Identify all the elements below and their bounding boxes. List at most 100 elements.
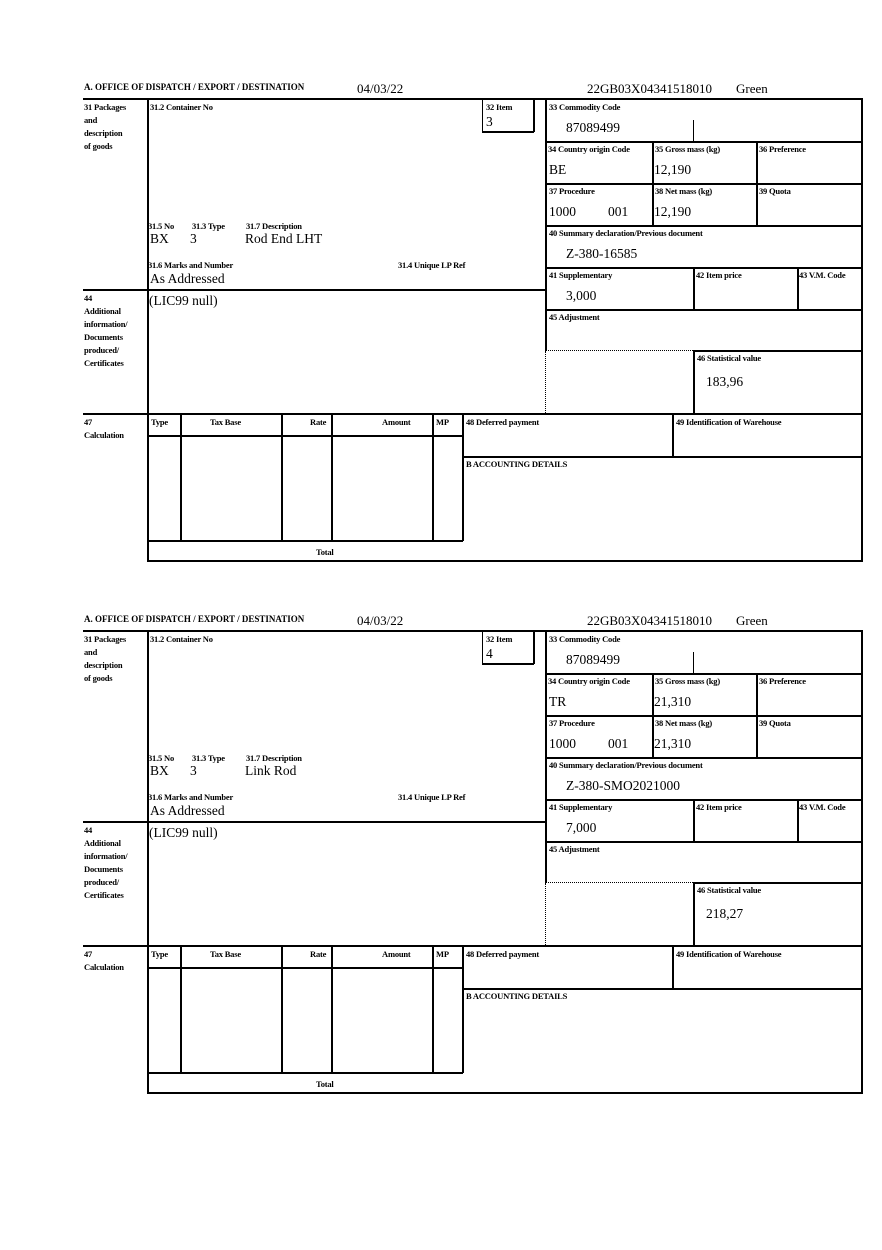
calc-column-header: Amount: [382, 949, 411, 959]
no-label: 31.5 No: [148, 753, 174, 763]
item-price-label: 42 Item price: [696, 270, 742, 280]
calc-column-header: Amount: [382, 417, 411, 427]
form-rule: [545, 267, 862, 269]
type-value: 3: [190, 231, 197, 246]
status-value: Green: [736, 613, 768, 628]
statistical-value-label: 46 Statistical value: [697, 353, 761, 363]
form-rule: [672, 413, 674, 456]
supplementary-label: 41 Supplementary: [549, 802, 613, 812]
form-rule: [545, 799, 862, 801]
form-rule: [83, 821, 546, 823]
country-origin-value: TR: [549, 694, 567, 709]
form-rule: [83, 98, 863, 100]
form-rule: [147, 435, 463, 437]
marks-label: 31.6 Marks and Number: [148, 260, 234, 270]
statistical-value-value: 183,96: [706, 374, 744, 389]
form-rule: [693, 120, 694, 141]
additional-info-label: Certificates: [84, 358, 124, 368]
form-rule: [482, 630, 483, 663]
form-rule: [545, 757, 862, 759]
form-rule: [693, 350, 695, 413]
unique-ref-label: 31.4 Unique LP Ref: [398, 260, 466, 270]
packages-label: of goods: [84, 141, 113, 151]
item-value: 4: [486, 646, 493, 661]
commodity-code-label: 33 Commodity Code: [549, 102, 621, 112]
form-rule: [672, 945, 674, 988]
form-rule: [693, 799, 695, 841]
form-rule: [147, 967, 463, 969]
form-rule: [462, 945, 464, 1073]
preference-label: 36 Preference: [759, 144, 806, 154]
item-label: 32 Item: [486, 102, 513, 112]
form-rule: [180, 945, 182, 1072]
form-rule: [797, 799, 799, 841]
form-rule: [652, 673, 654, 757]
procedure-value: 1000: [549, 736, 576, 751]
form-rule: [281, 413, 283, 540]
office-label: A. OFFICE OF DISPATCH / EXPORT / DESTINA…: [84, 82, 305, 92]
form-rule: [545, 630, 547, 883]
type-value: 3: [190, 763, 197, 778]
gross-mass-label: 35 Gross mass (kg): [655, 144, 720, 154]
net-mass-label: 38 Net mass (kg): [655, 186, 713, 196]
no-value: BX: [150, 231, 169, 246]
form-rule: [861, 630, 863, 1094]
deferred-payment-label: 48 Deferred payment: [466, 417, 539, 427]
marks-value: As Addressed: [150, 803, 225, 818]
summary-decl-value: Z-380-16585: [566, 246, 638, 261]
calc-column-header: Rate: [310, 417, 327, 427]
country-origin-label: 34 Country origin Code: [548, 144, 630, 154]
marks-label: 31.6 Marks and Number: [148, 792, 234, 802]
form-rule: [545, 141, 862, 143]
additional-info-value: (LIC99 null): [149, 825, 218, 840]
form-rule: [533, 98, 535, 132]
form-rule: [462, 988, 862, 990]
net-mass-label: 38 Net mass (kg): [655, 718, 713, 728]
packages-label: and: [84, 115, 98, 125]
form-rule: [545, 673, 862, 675]
form-rule: [693, 882, 695, 945]
additional-info-label: produced/: [84, 877, 119, 887]
net-mass-value: 21,310: [654, 736, 692, 751]
calc-column-header: MP: [436, 417, 449, 427]
summary-decl-value: Z-380-SMO2021000: [566, 778, 680, 793]
unique-ref-label: 31.4 Unique LP Ref: [398, 792, 466, 802]
calc-column-header: Tax Base: [210, 949, 241, 959]
additional-info-value: (LIC99 null): [149, 293, 218, 308]
form-rule: [331, 945, 333, 1072]
description-label: 31.7 Description: [246, 753, 302, 763]
description-label: 31.7 Description: [246, 221, 302, 231]
country-origin-value: BE: [549, 162, 567, 177]
form-rule: [693, 882, 862, 884]
marks-value: As Addressed: [150, 271, 225, 286]
deferred-payment-label: 48 Deferred payment: [466, 949, 539, 959]
form-rule: [462, 413, 464, 541]
form-rule: [545, 841, 862, 843]
additional-info-label: information/: [84, 319, 128, 329]
form-rule: [861, 98, 863, 562]
gross-mass-value: 12,190: [654, 162, 692, 177]
form-rule: [482, 663, 534, 665]
additional-info-label: 44: [84, 293, 93, 303]
procedure-label: 37 Procedure: [549, 718, 595, 728]
no-label: 31.5 No: [148, 221, 174, 231]
calc-column-header: Type: [151, 417, 168, 427]
packages-label: 31 Packages: [84, 102, 126, 112]
procedure-additional-value: 001: [608, 736, 629, 751]
form-rule: [83, 289, 546, 291]
no-value: BX: [150, 763, 169, 778]
summary-decl-label: 40 Summary declaration/Previous document: [549, 760, 703, 770]
additional-info-label: Documents: [84, 864, 123, 874]
gross-mass-label: 35 Gross mass (kg): [655, 676, 720, 686]
form-rule: [147, 560, 863, 562]
total-label: Total: [316, 547, 334, 557]
dotted-rule: [546, 882, 693, 883]
form-rule: [147, 540, 463, 542]
additional-info-label: produced/: [84, 345, 119, 355]
form-rule: [693, 350, 862, 352]
calculation-label: 47: [84, 949, 93, 959]
adjustment-label: 45 Adjustment: [549, 312, 600, 322]
form-rule: [533, 630, 535, 664]
form-rule: [83, 413, 863, 415]
procedure-label: 37 Procedure: [549, 186, 595, 196]
